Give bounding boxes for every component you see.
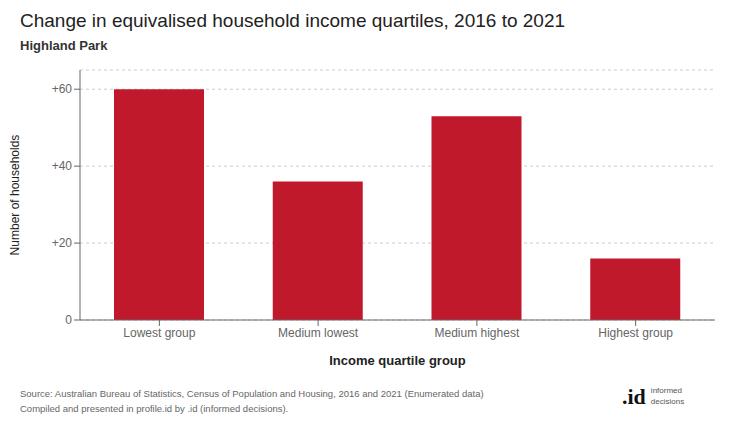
svg-text:0: 0 [65, 313, 72, 327]
svg-text:+20: +20 [52, 236, 73, 250]
svg-text:Medium lowest: Medium lowest [278, 326, 359, 340]
html-text:Change in equivalised househol: Change in equivalised household income q… [20, 10, 566, 31]
html-text:informed: informed [650, 386, 682, 395]
svg-text:Medium highest: Medium highest [435, 326, 520, 340]
svg-text:Income quartile group: Income quartile group [329, 353, 466, 368]
svg-text:+60: +60 [52, 82, 73, 96]
svg-text:Highest group: Highest group [598, 326, 673, 340]
html-text:Compiled and presented in prof: Compiled and presented in profile.id by … [20, 403, 289, 414]
html-text:decisions: decisions [650, 397, 685, 406]
html-text:.id: .id [622, 384, 646, 409]
svg-text:Number of households: Number of households [8, 135, 22, 256]
svg-text:Lowest group: Lowest group [123, 326, 195, 340]
html-text:Source: Australian Bureau of S: Source: Australian Bureau of Statistics,… [20, 388, 484, 399]
svg-text:+40: +40 [52, 159, 73, 173]
html-text:Highland Park: Highland Park [20, 38, 108, 53]
